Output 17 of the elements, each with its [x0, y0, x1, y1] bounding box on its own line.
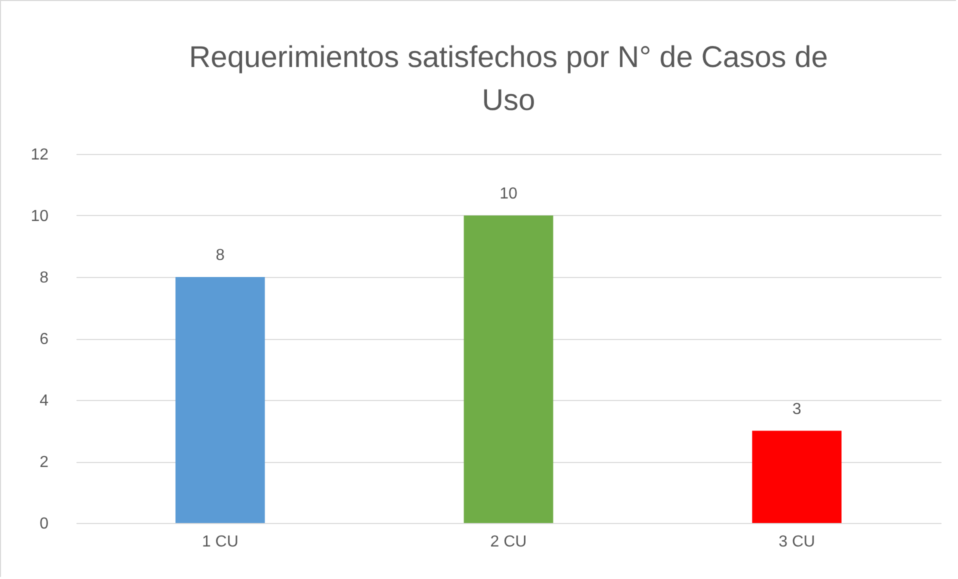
y-tick-label: 0 [40, 516, 49, 532]
y-tick-label: 12 [30, 146, 49, 164]
data-label: 8 [216, 247, 225, 264]
x-tick-label: 1 CU [202, 534, 238, 550]
x-tick-label: 3 CU [778, 534, 816, 550]
y-tick-label: 10 [30, 208, 49, 225]
bar [752, 430, 842, 523]
y-tick-label: 6 [40, 331, 49, 348]
bar [175, 277, 265, 523]
y-tick-label: 4 [40, 392, 49, 410]
data-label: 3 [792, 400, 802, 418]
data-label: 10 [500, 186, 518, 202]
bar [464, 216, 554, 523]
y-tick-label: 2 [40, 454, 49, 471]
y-tick-label: 8 [40, 270, 49, 286]
chart-title: Requerimientos satisfechos por N° de Casos de Uso [189, 41, 828, 117]
x-tick-label: 2 CU [490, 534, 527, 550]
